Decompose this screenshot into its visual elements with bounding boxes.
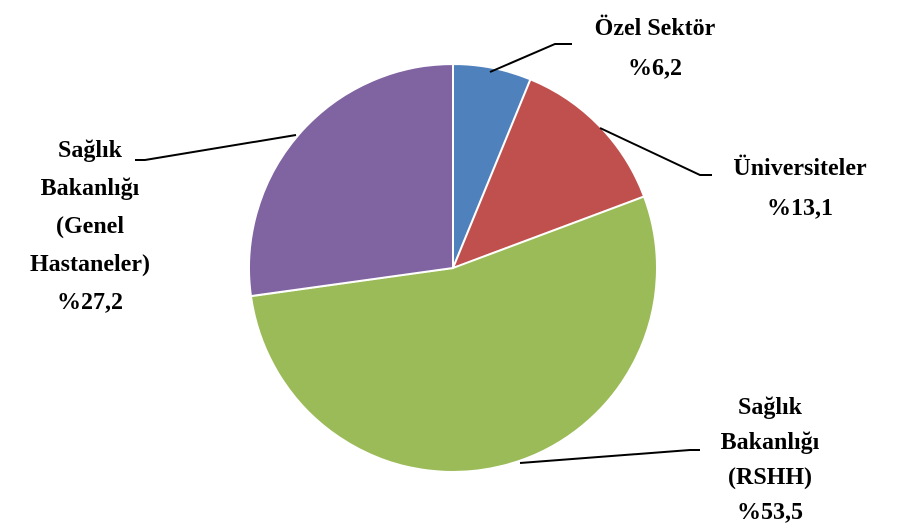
value-label: %53,5: [737, 499, 803, 525]
pie-slice: [248, 62, 454, 298]
pie-slice: [451, 77, 646, 270]
category-label: Özel Sektör: [594, 15, 716, 41]
value-label: %27,2: [57, 289, 123, 315]
slice-label: Özel Sektör %6,2: [555, 8, 755, 88]
leader-line: [599, 127, 712, 176]
category-label: Sağlık Bakanlığı (RSHH): [720, 394, 820, 490]
leader-line: [135, 134, 297, 161]
category-label: Sağlık Bakanlığı (Genel Hastaneler): [30, 137, 150, 277]
leader-line: [489, 43, 572, 73]
value-label: %6,2: [628, 55, 682, 81]
pie-slice: [249, 195, 658, 473]
category-label: Üniversiteler: [733, 155, 867, 181]
slice-label: Sağlık Bakanlığı (RSHH) %53,5: [670, 390, 870, 530]
value-label: %13,1: [767, 195, 833, 221]
slice-label: Sağlık Bakanlığı (Genel Hastaneler) %27,…: [0, 131, 190, 321]
slice-label: Üniversiteler %13,1: [700, 148, 898, 228]
leader-line: [519, 449, 700, 464]
